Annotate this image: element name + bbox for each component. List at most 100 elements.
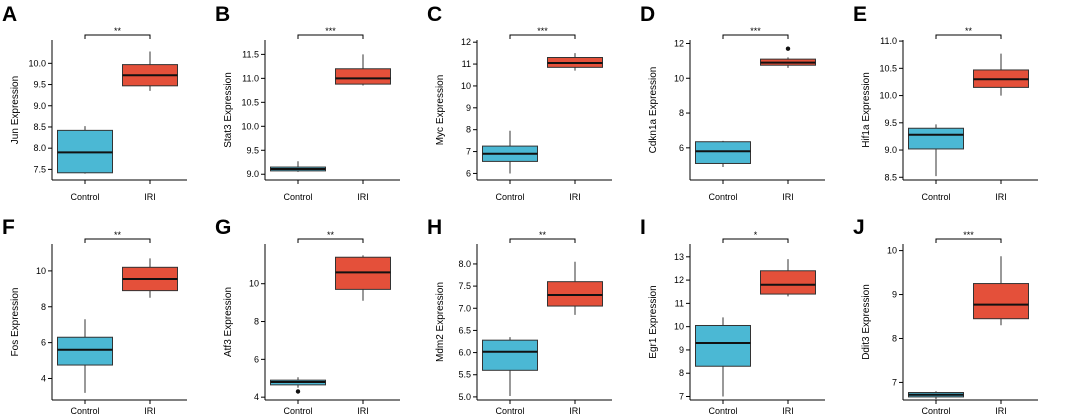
y-tick-label: 8.0 — [458, 259, 471, 269]
significance-bracket — [509, 238, 576, 243]
category-label-control: Control — [70, 192, 99, 202]
panel-b: B 9.0 9.5 10.0 10.5 11.0 11.5 Stat3 Expression C… — [215, 3, 400, 202]
y-tick-label: 8.5 — [884, 172, 897, 182]
outlier-point-control — [295, 389, 301, 394]
category-label-iri: IRI — [995, 406, 1007, 416]
category-label-iri: IRI — [995, 192, 1007, 202]
category-label-control: Control — [283, 192, 312, 202]
outlier-point-iri — [785, 46, 791, 51]
category-label-control: Control — [708, 192, 737, 202]
y-tick-label: 11 — [462, 59, 471, 69]
significance-bracket — [297, 238, 364, 243]
significance-label: ** — [327, 230, 335, 240]
box-control — [57, 336, 113, 366]
significance-label: ** — [114, 26, 122, 36]
category-label-control: Control — [495, 406, 524, 416]
y-tick-label: 10 — [249, 279, 259, 289]
panel-letter: H — [427, 216, 442, 239]
category-label-control: Control — [921, 192, 950, 202]
panel-letter: A — [2, 3, 17, 26]
y-axis-label: Cdkn1a Expression — [648, 67, 659, 154]
y-tick-label: 10 — [674, 73, 684, 83]
category-label-iri: IRI — [569, 406, 581, 416]
y-tick-label: 5.0 — [458, 392, 471, 402]
category-label-control: Control — [283, 406, 312, 416]
panel-letter: F — [2, 216, 15, 239]
significance-label: *** — [963, 230, 974, 240]
y-tick-label: 9.0 — [884, 145, 897, 155]
y-tick-label: 6 — [41, 338, 46, 348]
category-label-control: Control — [708, 406, 737, 416]
box-control — [908, 127, 964, 150]
panel-c: C 6 7 8 9 10 11 12 Myc Expression Control IRI *** — [427, 3, 612, 202]
significance-label: ** — [965, 26, 973, 36]
significance-bracket — [297, 34, 364, 39]
y-tick-label: 10 — [674, 322, 684, 332]
significance-bracket — [722, 34, 789, 39]
y-tick-label: 7 — [892, 377, 897, 387]
y-tick-label: 8 — [466, 125, 471, 135]
y-tick-label: 9.0 — [33, 101, 46, 111]
category-label-iri: IRI — [782, 192, 794, 202]
y-tick-label: 8 — [892, 333, 897, 343]
significance-bracket — [935, 34, 1002, 39]
box-iri — [335, 68, 391, 85]
panel-letter: B — [215, 3, 230, 26]
y-tick-label: 5.5 — [458, 370, 471, 380]
box-iri — [547, 281, 603, 307]
y-tick-label: 13 — [674, 252, 684, 262]
category-label-iri: IRI — [357, 406, 369, 416]
y-tick-label: 4 — [41, 373, 46, 383]
y-tick-label: 6 — [679, 143, 684, 153]
category-label-control: Control — [921, 406, 950, 416]
box-iri — [760, 270, 816, 295]
y-axis-label: Jun Expression — [10, 76, 21, 144]
y-tick-label: 11.5 — [242, 49, 259, 59]
y-tick-label: 4 — [254, 392, 259, 402]
y-axis-label: Stat3 Expression — [223, 72, 234, 148]
significance-label: *** — [325, 26, 336, 36]
y-tick-label: 9.5 — [246, 145, 259, 155]
y-tick-label: 9.5 — [884, 118, 897, 128]
y-tick-label: 8 — [679, 108, 684, 118]
category-label-iri: IRI — [144, 192, 156, 202]
y-tick-label: 10.0 — [28, 58, 46, 68]
significance-bracket — [509, 34, 576, 39]
y-tick-label: 12 — [461, 37, 471, 47]
y-axis-label: Mdm2 Expression — [435, 282, 446, 362]
significance-bracket — [84, 238, 151, 243]
y-axis-label: Myc Expression — [435, 75, 446, 146]
panel-letter: I — [640, 216, 646, 239]
y-tick-label: 7.5 — [458, 281, 471, 291]
panel-letter: J — [853, 216, 865, 239]
box-control — [695, 141, 751, 164]
panel-f: F 4 6 8 10 Fos Expression Control IRI ** — [2, 216, 187, 416]
panel-letter: E — [853, 3, 867, 26]
panel-letter: C — [427, 3, 442, 26]
panel-e: E 8.5 9.0 9.5 10.0 10.5 11.0 Hif1a Expression Co… — [853, 3, 1038, 202]
y-tick-label: 10.0 — [879, 91, 897, 101]
y-tick-label: 9.0 — [246, 169, 259, 179]
panel-letter: D — [640, 3, 655, 26]
y-tick-label: 6.5 — [458, 325, 471, 335]
y-tick-label: 9 — [892, 290, 897, 300]
y-tick-label: 12 — [674, 38, 684, 48]
y-tick-label: 10.0 — [241, 121, 259, 131]
category-label-iri: IRI — [144, 406, 156, 416]
y-tick-label: 9.5 — [33, 80, 46, 90]
panel-g: G 4 6 8 10 Atf3 Expression Control IRI ** — [215, 216, 400, 416]
y-tick-label: 6 — [466, 168, 471, 178]
significance-bracket — [935, 238, 1002, 243]
y-tick-label: 8 — [254, 317, 259, 327]
y-tick-label: 7.5 — [33, 164, 46, 174]
significance-label: * — [754, 230, 758, 240]
category-label-iri: IRI — [357, 192, 369, 202]
category-label-iri: IRI — [569, 192, 581, 202]
y-tick-label: 10 — [461, 81, 471, 91]
y-tick-label: 9 — [679, 345, 684, 355]
y-tick-label: 8.0 — [33, 143, 46, 153]
category-label-iri: IRI — [782, 406, 794, 416]
y-tick-label: 11 — [675, 298, 684, 308]
y-tick-label: 6 — [254, 354, 259, 364]
